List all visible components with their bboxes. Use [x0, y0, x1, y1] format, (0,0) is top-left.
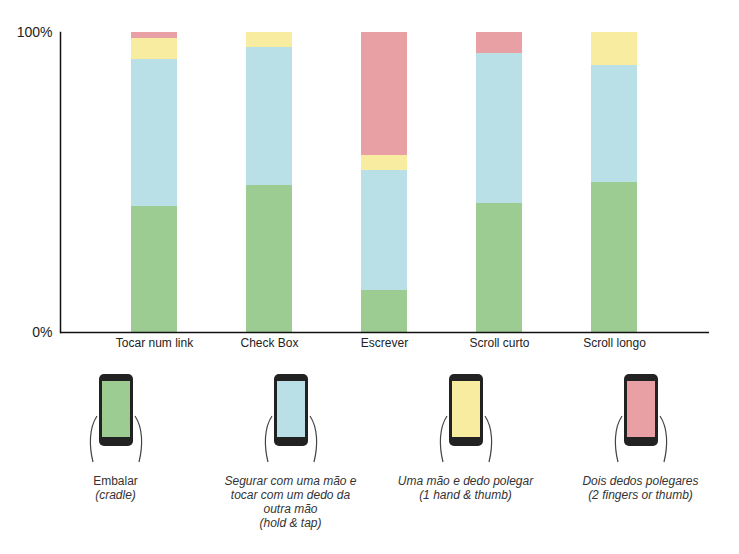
svg-text:0%: 0%: [32, 324, 52, 340]
html-text:(cradle): (cradle): [95, 488, 136, 502]
html-text:(2 fingers or thumb): (2 fingers or thumb): [588, 488, 693, 502]
html-text:Segurar com uma mão e tocar co: Segurar com uma mão e tocar com um dedo …: [224, 474, 357, 516]
svg-text:Tocar num link: Tocar num link: [116, 336, 194, 350]
html-text:Dois dedos polegares: Dois dedos polegares: [582, 474, 699, 488]
html-text:(1 hand & thumb): (1 hand & thumb): [419, 488, 512, 502]
html-text:Uma mão e dedo polegar: Uma mão e dedo polegar: [397, 474, 534, 488]
html-text:(hold & tap): (hold & tap): [259, 516, 322, 530]
svg-text:Check Box: Check Box: [240, 336, 298, 350]
svg-text:Scroll longo: Scroll longo: [583, 336, 646, 350]
svg-text:Escrever: Escrever: [361, 336, 408, 350]
svg-text:Scroll curto: Scroll curto: [469, 336, 529, 350]
html-text:Embalar: Embalar: [93, 474, 138, 488]
svg-text:100%: 100%: [17, 24, 53, 40]
